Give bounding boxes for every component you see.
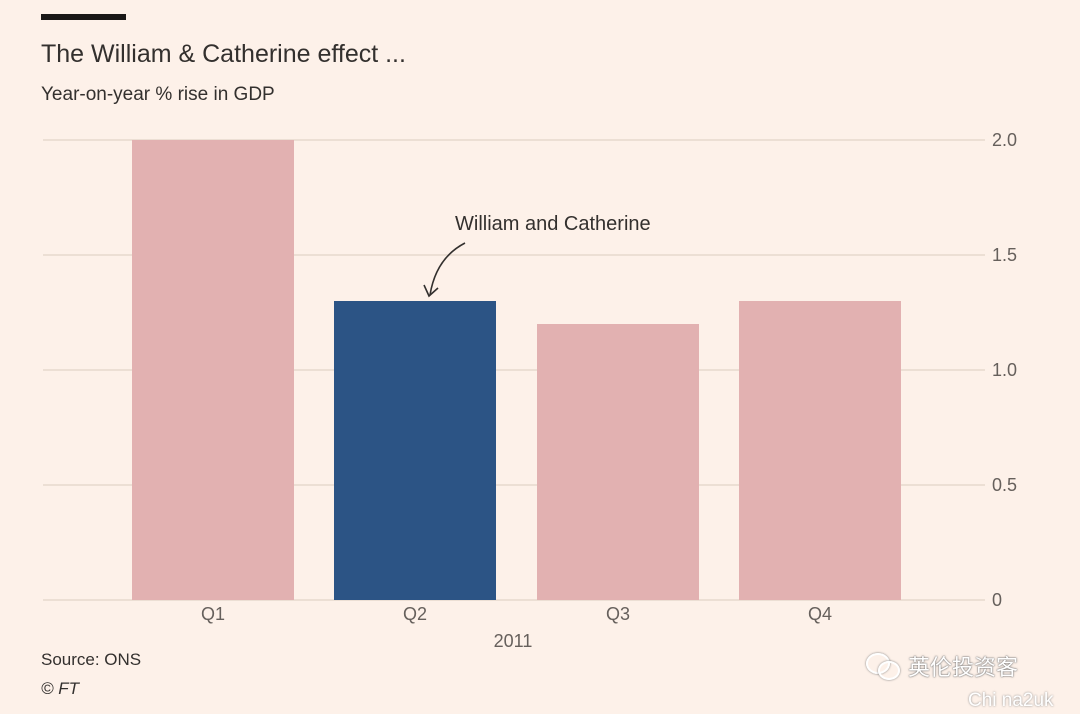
- bar-q4: [739, 301, 901, 600]
- watermark: 英伦投资客: [866, 650, 1018, 682]
- source-note: Source: ONS: [41, 650, 142, 669]
- bar-q1: [132, 140, 294, 600]
- chart-title: The William & Catherine effect ...: [41, 40, 406, 68]
- copyright-note: © FT: [41, 679, 80, 698]
- y-tick-label: 1.0: [992, 360, 1017, 380]
- chart-subtitle: Year-on-year % rise in GDP: [41, 84, 275, 105]
- bar-q2: [334, 301, 496, 600]
- bar-q3: [537, 324, 699, 600]
- watermark-text: 英伦投资客: [908, 655, 1019, 680]
- x-group-label: 2011: [494, 631, 533, 651]
- annotation-arrow: [429, 242, 466, 296]
- bars: [132, 140, 901, 600]
- y-tick-labels: 0 0.5 1.0 1.5 2.0: [992, 130, 1017, 610]
- y-tick-label: 0: [992, 590, 1002, 610]
- x-tick-labels: Q1 Q2 Q3 Q4: [201, 604, 832, 624]
- x-tick-label: Q1: [201, 604, 225, 624]
- annotation-label: William and Catherine: [455, 213, 651, 235]
- y-tick-label: 0.5: [992, 475, 1017, 495]
- y-tick-label: 2.0: [992, 130, 1017, 150]
- x-tick-label: Q2: [403, 604, 427, 624]
- header-rule: [41, 14, 126, 20]
- annotation: William and Catherine: [423, 213, 651, 298]
- annotation-arrowhead: [423, 284, 439, 298]
- x-tick-label: Q4: [808, 604, 832, 624]
- watermark-subtext: Chi na2uk: [968, 690, 1054, 711]
- y-tick-label: 1.5: [992, 245, 1017, 265]
- x-tick-label: Q3: [606, 604, 630, 624]
- wechat-icon: [866, 651, 900, 681]
